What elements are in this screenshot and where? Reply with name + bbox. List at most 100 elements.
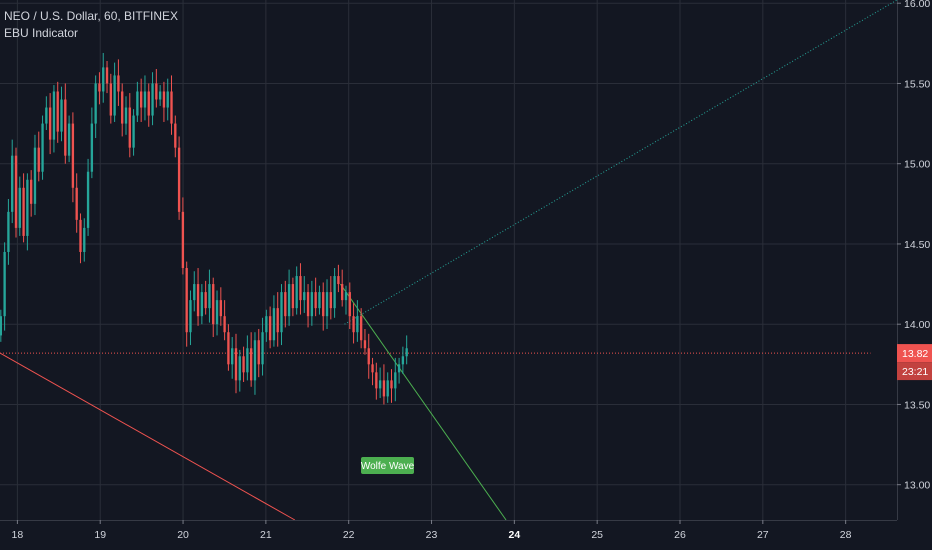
candle[interactable] xyxy=(303,292,306,301)
candle[interactable] xyxy=(147,91,150,116)
candle[interactable] xyxy=(272,308,276,341)
candle[interactable] xyxy=(234,348,238,381)
candle[interactable] xyxy=(71,123,75,188)
candle[interactable] xyxy=(86,171,90,228)
candle[interactable] xyxy=(196,284,200,317)
candle[interactable] xyxy=(41,123,44,172)
candle[interactable] xyxy=(90,123,94,172)
candle[interactable] xyxy=(238,356,241,381)
candle[interactable] xyxy=(117,75,120,92)
candle[interactable] xyxy=(318,292,321,309)
candle[interactable] xyxy=(322,292,325,317)
candle[interactable] xyxy=(113,75,116,116)
candle[interactable] xyxy=(280,292,283,333)
candle[interactable] xyxy=(143,91,147,108)
candle[interactable] xyxy=(105,67,109,84)
candle[interactable] xyxy=(170,91,173,124)
candle[interactable] xyxy=(375,372,378,389)
candle[interactable] xyxy=(291,284,295,309)
candle[interactable] xyxy=(310,292,314,317)
candle[interactable] xyxy=(83,227,86,252)
candle[interactable] xyxy=(26,179,29,236)
wolfe-wave-line[interactable] xyxy=(340,283,507,521)
price-axis[interactable] xyxy=(897,0,932,550)
candle[interactable] xyxy=(348,292,351,317)
candle[interactable] xyxy=(299,276,302,301)
candle[interactable] xyxy=(124,107,128,124)
candle[interactable] xyxy=(363,340,367,349)
candle[interactable] xyxy=(109,83,112,116)
candle[interactable] xyxy=(136,91,139,116)
candle[interactable] xyxy=(371,364,374,373)
candle[interactable] xyxy=(7,211,10,252)
candle[interactable] xyxy=(102,67,105,92)
candle[interactable] xyxy=(158,91,162,100)
candle[interactable] xyxy=(337,276,340,285)
candle[interactable] xyxy=(249,348,253,381)
candle[interactable] xyxy=(162,91,166,108)
candle[interactable] xyxy=(189,300,192,333)
candle[interactable] xyxy=(287,284,291,317)
candle[interactable] xyxy=(329,292,332,309)
candle[interactable] xyxy=(306,292,310,317)
candle[interactable] xyxy=(0,316,3,336)
candle[interactable] xyxy=(29,179,33,204)
candle[interactable] xyxy=(79,219,82,252)
candle[interactable] xyxy=(155,83,158,100)
candle[interactable] xyxy=(132,115,135,148)
candle[interactable] xyxy=(98,83,101,92)
candle[interactable] xyxy=(174,123,177,148)
candle[interactable] xyxy=(64,99,67,156)
candle[interactable] xyxy=(219,300,222,317)
time-axis[interactable] xyxy=(0,520,932,550)
candle[interactable] xyxy=(257,340,260,365)
candle[interactable] xyxy=(185,268,188,333)
candle[interactable] xyxy=(295,276,298,309)
trend-line-red[interactable] xyxy=(0,352,296,521)
candle[interactable] xyxy=(121,91,124,124)
candle[interactable] xyxy=(261,332,264,365)
candle[interactable] xyxy=(11,155,14,212)
candle[interactable] xyxy=(48,107,52,140)
candle[interactable] xyxy=(359,316,363,341)
candle[interactable] xyxy=(344,292,348,301)
candle[interactable] xyxy=(314,292,317,309)
candle[interactable] xyxy=(223,316,226,333)
candle[interactable] xyxy=(265,316,268,333)
candle[interactable] xyxy=(276,308,279,333)
candle[interactable] xyxy=(18,187,21,228)
candle[interactable] xyxy=(208,284,211,309)
candle[interactable] xyxy=(14,155,18,228)
wolfe-wave-label-box[interactable] xyxy=(361,457,414,474)
candle[interactable] xyxy=(246,348,249,373)
candle[interactable] xyxy=(341,284,344,301)
candle[interactable] xyxy=(394,372,397,389)
candle[interactable] xyxy=(382,380,386,397)
candle[interactable] xyxy=(45,107,48,124)
candle[interactable] xyxy=(67,123,71,156)
candle[interactable] xyxy=(128,107,131,148)
candle[interactable] xyxy=(352,316,355,333)
candle[interactable] xyxy=(212,284,215,325)
candle[interactable] xyxy=(151,83,154,116)
candle[interactable] xyxy=(52,91,56,140)
candle[interactable] xyxy=(193,284,196,301)
candle[interactable] xyxy=(253,340,257,381)
candle[interactable] xyxy=(227,332,230,365)
candle[interactable] xyxy=(139,91,143,108)
candle[interactable] xyxy=(166,91,169,108)
candle[interactable] xyxy=(386,380,389,397)
candle[interactable] xyxy=(56,91,59,132)
wolfe-wave-label[interactable]: Wolfe Wave xyxy=(361,461,415,472)
candle[interactable] xyxy=(325,292,329,317)
candle[interactable] xyxy=(60,99,63,132)
candle[interactable] xyxy=(397,364,401,373)
candle[interactable] xyxy=(177,147,181,212)
candle[interactable] xyxy=(333,276,336,309)
candle[interactable] xyxy=(378,380,382,389)
candle[interactable] xyxy=(3,251,6,317)
candle[interactable] xyxy=(231,348,234,365)
candle[interactable] xyxy=(356,316,359,333)
